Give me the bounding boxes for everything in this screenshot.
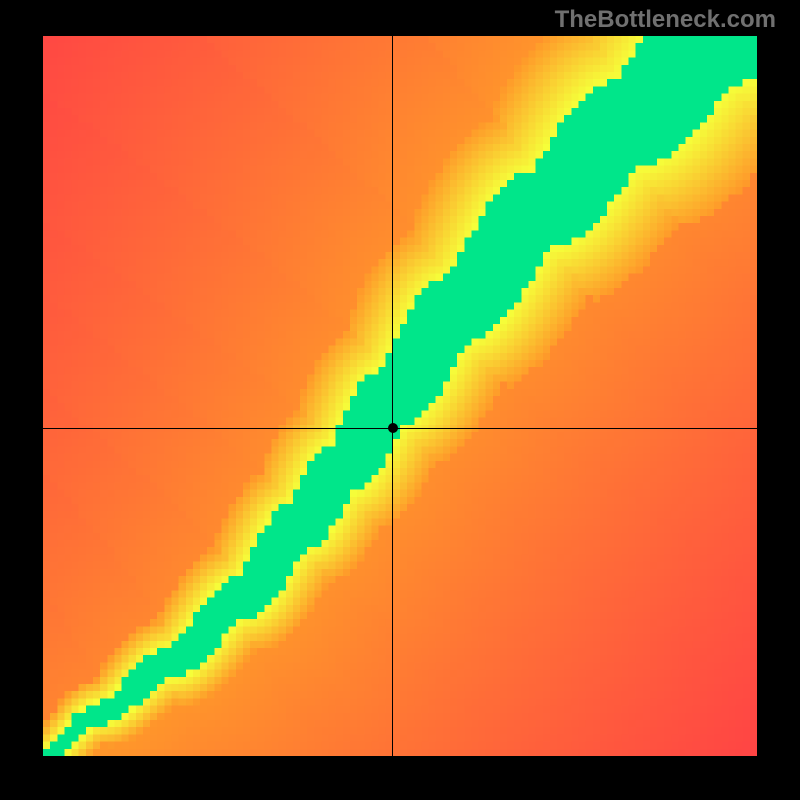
watermark-text: TheBottleneck.com <box>555 6 776 34</box>
crosshair-horizontal <box>43 428 757 429</box>
crosshair-vertical <box>392 36 393 756</box>
heatmap-chart <box>43 36 757 756</box>
crosshair-marker <box>388 423 398 433</box>
heatmap-canvas <box>43 36 757 756</box>
